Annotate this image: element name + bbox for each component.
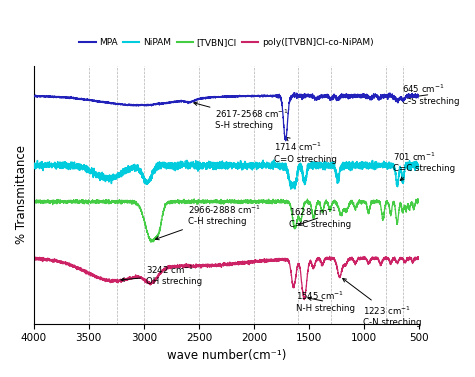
Y-axis label: % Transmittance: % Transmittance [15,146,28,244]
Text: 1223 cm$^{-1}$
C-N streching: 1223 cm$^{-1}$ C-N streching [343,279,422,327]
X-axis label: wave number(cm⁻¹): wave number(cm⁻¹) [167,349,286,362]
Text: 645 cm$^{-1}$
C-S streching: 645 cm$^{-1}$ C-S streching [402,83,459,106]
Text: 1714 cm$^{-1}$
C=O streching: 1714 cm$^{-1}$ C=O streching [274,137,337,164]
Text: 1545 cm$^{-1}$
N-H streching: 1545 cm$^{-1}$ N-H streching [296,290,355,313]
Text: 2966-2888 cm$^{-1}$
C-H streching: 2966-2888 cm$^{-1}$ C-H streching [155,203,261,240]
Text: 3242 cm$^{-1}$
OH streching: 3242 cm$^{-1}$ OH streching [121,264,202,287]
Text: 1628 cm$^{-1}$
C=C streching: 1628 cm$^{-1}$ C=C streching [289,206,352,228]
Legend: MPA, NiPAM, [TVBN]Cl, poly([TVBN]Cl-co-NiPAM): MPA, NiPAM, [TVBN]Cl, poly([TVBN]Cl-co-N… [76,35,377,51]
Text: 2617-2568 cm$^{-1}$
S-H streching: 2617-2568 cm$^{-1}$ S-H streching [194,102,289,130]
Text: 701 cm$^{-1}$
C=C streching: 701 cm$^{-1}$ C=C streching [393,150,455,180]
